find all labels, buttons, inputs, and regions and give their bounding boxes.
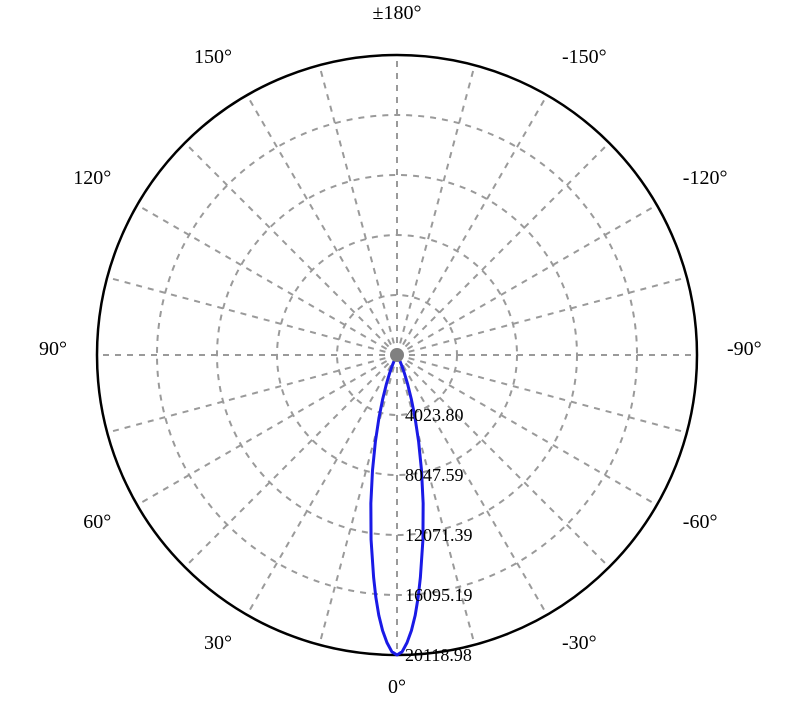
angle-label: 90° — [39, 338, 67, 360]
radial-label: 4023.80 — [405, 405, 464, 425]
radial-label: 12071.39 — [405, 525, 473, 545]
angle-label: -150° — [562, 46, 607, 68]
angle-label: 120° — [73, 167, 111, 189]
angle-label: 30° — [204, 632, 232, 654]
angle-label: -120° — [683, 167, 728, 189]
angle-label: ±180° — [373, 2, 422, 24]
angle-label: 60° — [83, 511, 111, 533]
polar-chart: 0° 30° 60° 90° 120° 150° ±180° -150° -120° -90° -6… — [0, 0, 795, 710]
center-dot — [390, 348, 404, 362]
angle-label: -30° — [562, 632, 597, 654]
angle-label: -60° — [683, 511, 718, 533]
polar-svg: 0° 30° 60° 90° 120° 150° ±180° -150° -120° -90° -6… — [0, 0, 795, 710]
radial-label: 16095.19 — [405, 585, 473, 605]
angle-label: -90° — [727, 338, 762, 360]
radial-label: 20118.98 — [405, 645, 472, 665]
radial-label: 8047.59 — [405, 465, 464, 485]
angle-label: 0° — [388, 676, 406, 698]
angle-label: 150° — [194, 46, 232, 68]
